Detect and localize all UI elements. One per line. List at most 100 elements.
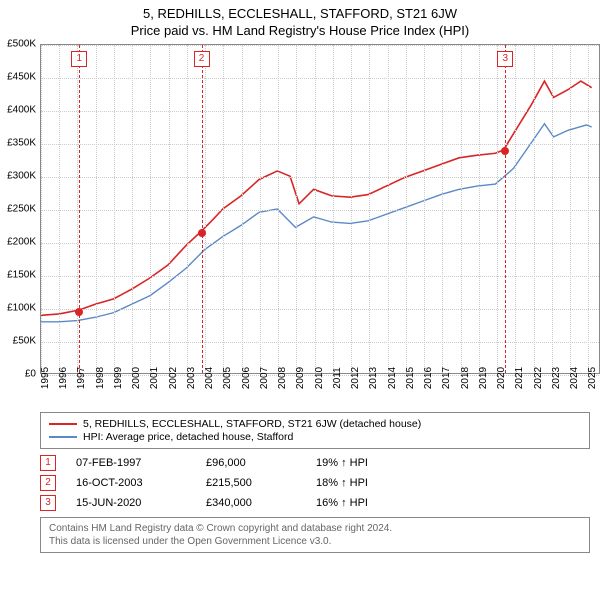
marker-dot — [75, 308, 83, 316]
x-tick-label: 2001 — [149, 367, 160, 389]
series-hpi — [41, 124, 592, 322]
x-tick-label: 2004 — [204, 367, 215, 389]
x-tick-label: 2009 — [295, 367, 306, 389]
gridline-v — [150, 45, 151, 373]
gridline-v — [315, 45, 316, 373]
legend-label: HPI: Average price, detached house, Staf… — [83, 431, 293, 443]
x-tick-label: 2015 — [405, 367, 416, 389]
x-axis: 1995199619971998199920002001200220032004… — [40, 374, 600, 408]
marker-badge: 1 — [71, 51, 87, 67]
gridline-v — [515, 45, 516, 373]
title-subtitle: Price paid vs. HM Land Registry's House … — [0, 23, 600, 38]
attribution-line2: This data is licensed under the Open Gov… — [49, 535, 581, 548]
legend: 5, REDHILLS, ECCLESHALL, STAFFORD, ST21 … — [40, 412, 590, 449]
gridline-v — [260, 45, 261, 373]
marker-table-date: 15-JUN-2020 — [76, 497, 186, 509]
x-tick-label: 2023 — [551, 367, 562, 389]
gridline-v — [223, 45, 224, 373]
x-tick-label: 2002 — [168, 367, 179, 389]
x-tick-label: 2010 — [314, 367, 325, 389]
gridline-v — [497, 45, 498, 373]
x-tick-label: 2005 — [222, 367, 233, 389]
x-tick-label: 2024 — [569, 367, 580, 389]
marker-table-pct: 18% ↑ HPI — [316, 477, 426, 489]
x-tick-label: 2011 — [332, 367, 343, 389]
gridline-v — [278, 45, 279, 373]
x-tick-label: 2022 — [533, 367, 544, 389]
gridline-v — [169, 45, 170, 373]
legend-row: 5, REDHILLS, ECCLESHALL, STAFFORD, ST21 … — [49, 418, 581, 430]
marker-vline — [202, 45, 203, 373]
gridline-v — [406, 45, 407, 373]
y-tick-label: £300K — [7, 171, 36, 182]
marker-table-row: 3 15-JUN-2020 £340,000 16% ↑ HPI — [40, 495, 590, 511]
gridline-v — [242, 45, 243, 373]
gridline-v — [570, 45, 571, 373]
attribution: Contains HM Land Registry data © Crown c… — [40, 517, 590, 553]
marker-table-badge: 3 — [40, 495, 56, 511]
x-tick-label: 2003 — [186, 367, 197, 389]
gridline-v — [424, 45, 425, 373]
gridline-v — [41, 45, 42, 373]
marker-table-pct: 16% ↑ HPI — [316, 497, 426, 509]
y-tick-label: £400K — [7, 105, 36, 116]
gridline-v — [187, 45, 188, 373]
marker-table-date: 07-FEB-1997 — [76, 457, 186, 469]
marker-dot — [501, 147, 509, 155]
marker-badge: 2 — [194, 51, 210, 67]
gridline-v — [552, 45, 553, 373]
x-tick-label: 2020 — [496, 367, 507, 389]
plot-wrap: £0£50K£100K£150K£200K£250K£300K£350K£400… — [40, 44, 600, 404]
gridline-v — [132, 45, 133, 373]
marker-badge: 3 — [497, 51, 513, 67]
marker-table-badge: 1 — [40, 455, 56, 471]
marker-vline — [505, 45, 506, 373]
marker-table-row: 1 07-FEB-1997 £96,000 19% ↑ HPI — [40, 455, 590, 471]
legend-swatch — [49, 436, 77, 438]
x-tick-label: 2018 — [460, 367, 471, 389]
y-tick-label: £350K — [7, 138, 36, 149]
title-address: 5, REDHILLS, ECCLESHALL, STAFFORD, ST21 … — [0, 6, 600, 21]
marker-vline — [79, 45, 80, 373]
marker-table-pct: 19% ↑ HPI — [316, 457, 426, 469]
marker-table-row: 216-OCT-2003£215,50018% ↑ HPI — [40, 475, 590, 491]
marker-table-price: £96,000 — [206, 457, 296, 469]
x-tick-label: 1997 — [76, 367, 87, 389]
x-tick-label: 2019 — [478, 367, 489, 389]
y-tick-label: £250K — [7, 204, 36, 215]
x-tick-label: 1995 — [40, 367, 51, 389]
marker-table-price: £215,500 — [206, 477, 296, 489]
x-tick-label: 2017 — [441, 367, 452, 389]
plot-area: 1 2 3 — [40, 44, 600, 374]
y-tick-label: £200K — [7, 237, 36, 248]
chart-container: 5, REDHILLS, ECCLESHALL, STAFFORD, ST21 … — [0, 6, 600, 553]
marker-table-price: £340,000 — [206, 497, 296, 509]
gridline-v — [588, 45, 589, 373]
y-tick-label: £0 — [25, 369, 36, 380]
x-tick-label: 2008 — [277, 367, 288, 389]
gridline-v — [114, 45, 115, 373]
legend-label: 5, REDHILLS, ECCLESHALL, STAFFORD, ST21 … — [83, 418, 421, 430]
x-tick-label: 1998 — [95, 367, 106, 389]
x-tick-label: 2016 — [423, 367, 434, 389]
x-tick-label: 2021 — [514, 367, 525, 389]
y-tick-label: £150K — [7, 270, 36, 281]
marker-table-badge: 2 — [40, 475, 56, 491]
gridline-v — [461, 45, 462, 373]
gridline-v — [369, 45, 370, 373]
legend-row: HPI: Average price, detached house, Staf… — [49, 431, 581, 443]
x-tick-label: 2025 — [587, 367, 598, 389]
marker-table: 107-FEB-1997£96,00019% ↑ HPI216-OCT-2003… — [40, 455, 590, 511]
gridline-v — [534, 45, 535, 373]
gridline-v — [479, 45, 480, 373]
gridline-v — [333, 45, 334, 373]
y-tick-label: £500K — [7, 39, 36, 50]
x-tick-label: 2014 — [387, 367, 398, 389]
gridline-v — [59, 45, 60, 373]
y-tick-label: £450K — [7, 72, 36, 83]
x-tick-label: 1999 — [113, 367, 124, 389]
attribution-line1: Contains HM Land Registry data © Crown c… — [49, 522, 581, 535]
x-tick-label: 1996 — [58, 367, 69, 389]
gridline-v — [96, 45, 97, 373]
x-tick-label: 2012 — [350, 367, 361, 389]
